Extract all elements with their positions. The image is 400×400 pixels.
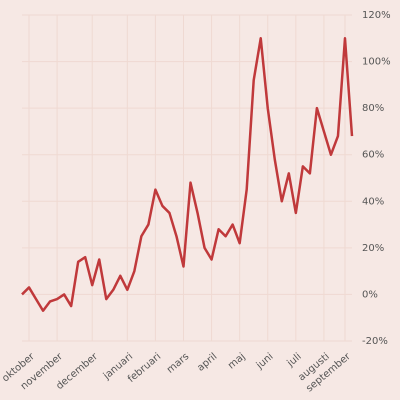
x-tick-label: juli bbox=[285, 351, 304, 370]
x-tick-label: mars bbox=[165, 351, 191, 376]
x-tick-label: maj bbox=[226, 351, 247, 371]
y-tick-label: 20% bbox=[362, 243, 384, 254]
x-tick-label: juni bbox=[254, 351, 276, 372]
y-tick-label: 80% bbox=[362, 103, 384, 114]
y-tick-label: 60% bbox=[362, 150, 384, 161]
y-tick-label: 120% bbox=[362, 10, 391, 21]
line bbox=[21, 37, 354, 312]
y-tick-label: 0% bbox=[362, 289, 378, 300]
y-tick-label: -20% bbox=[362, 336, 388, 347]
y-tick-label: 40% bbox=[362, 196, 384, 207]
y-tick-label: 100% bbox=[362, 57, 391, 68]
x-tick-label: april bbox=[195, 351, 219, 374]
